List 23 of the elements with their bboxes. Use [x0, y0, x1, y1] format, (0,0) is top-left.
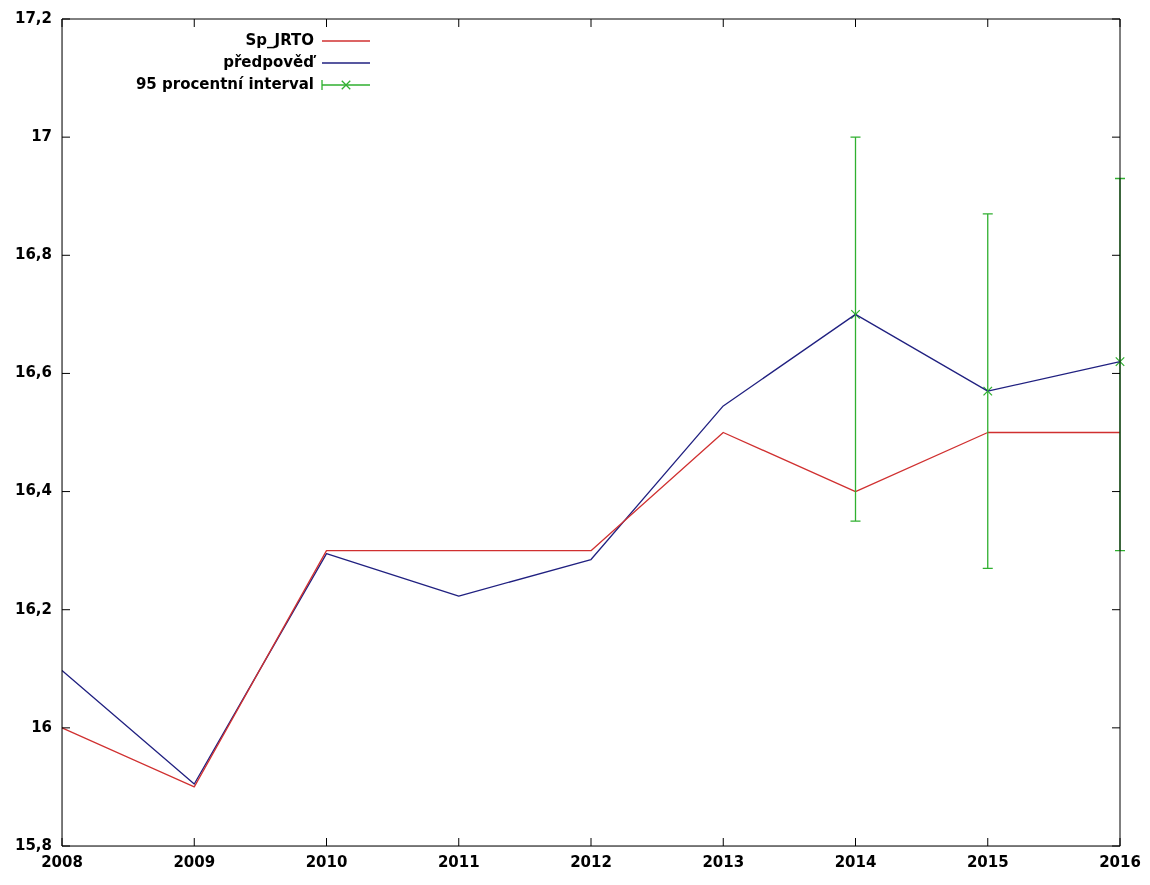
x-tick-label: 2010 [305, 852, 348, 871]
x-tick-label: 2014 [834, 852, 877, 871]
legend-label: předpověď [223, 52, 318, 71]
y-tick-label: 16,2 [14, 599, 53, 618]
x-tick-label: 2009 [173, 852, 216, 871]
y-tick-label: 16,6 [14, 363, 53, 382]
y-tick-label: 15,8 [14, 835, 53, 854]
y-tick-label: 16,8 [14, 245, 53, 264]
y-tick-label: 17 [31, 127, 53, 146]
x-tick-label: 2011 [437, 852, 480, 871]
y-tick-label: 17,2 [14, 8, 53, 27]
x-tick-label: 2008 [41, 852, 83, 871]
point [982, 386, 993, 397]
x-tick-label: 2016 [1099, 852, 1141, 871]
legend-label: Sp_JRTO [245, 30, 315, 49]
legend-label: 95 procentní interval [135, 74, 315, 93]
y-tick-label: 16,4 [14, 481, 53, 500]
point [850, 309, 861, 320]
x-tick-label: 2015 [966, 852, 1009, 871]
point [1115, 356, 1125, 367]
x-tick-label: 2012 [570, 852, 612, 871]
x-tick-label: 2013 [702, 852, 745, 871]
y-tick-label: 16 [31, 717, 53, 736]
